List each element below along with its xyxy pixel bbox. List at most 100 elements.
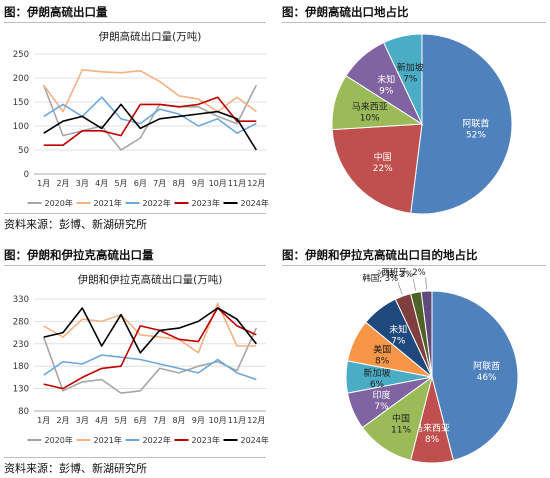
chart-iran-iraq-exports: 伊朗和伊拉克高硫出口量(万吨) 80 130 180 230 280 330 1月 2月 3月 4月… <box>13 273 269 445</box>
pie-label: 韩国, 3% <box>362 273 398 284</box>
pie-label: 未知 <box>377 73 395 85</box>
series-line <box>43 307 257 390</box>
leader-line <box>425 277 427 290</box>
x-tick-label: 11月 <box>228 179 246 188</box>
leader-line <box>412 278 416 291</box>
caption-iran-hsfo-exports: 图：伊朗高硫出口量 <box>4 5 108 19</box>
pie-value-label: 9% <box>379 86 394 96</box>
x-tick-label: 1月 <box>37 179 50 188</box>
pie-label: 马来西亚 <box>352 102 388 113</box>
y-tick-label: 200 <box>13 74 29 84</box>
x-tick-label: 8月 <box>172 179 185 188</box>
chart-title: 伊朗和伊拉克高硫出口量(万吨) <box>78 273 223 286</box>
x-tick-label: 7月 <box>153 179 166 188</box>
pie-label: 沙特, 2% <box>377 269 413 280</box>
caption-rule <box>4 265 266 266</box>
pie-value-label: 6% <box>370 380 385 390</box>
y-tick-label: 250 <box>13 50 29 60</box>
caption-iran-iraq-exports: 图：伊朗和伊拉克高硫出口量 <box>4 248 154 262</box>
pie-label: 西班牙, 2% <box>381 267 425 278</box>
y-tick-label: 150 <box>13 98 29 108</box>
pie-slice <box>410 33 513 214</box>
y-tick-label: 50 <box>18 146 29 156</box>
legend-label: 2020年 <box>45 435 73 445</box>
pie-value-label: 46% <box>477 373 497 383</box>
legend-label: 2021年 <box>94 435 122 445</box>
pie-slice <box>331 123 423 214</box>
series-line <box>43 354 257 381</box>
x-tick-label: 3月 <box>76 179 89 188</box>
source-rule <box>4 457 266 458</box>
pie-label: 新加坡 <box>363 367 390 379</box>
legend-label: 2023年 <box>192 198 220 208</box>
x-tick-label: 12月 <box>247 416 265 425</box>
x-tick-label: 2月 <box>56 179 69 188</box>
source-note: 资料来源：彭博、新湖研究所 <box>4 462 147 475</box>
series-line <box>43 96 257 134</box>
pie-label: 马来西亚 <box>414 423 450 434</box>
x-tick-label: 6月 <box>134 179 147 188</box>
pie-label: 阿联酋 <box>462 117 489 129</box>
y-tick-label: 180 <box>13 362 29 372</box>
x-tick-label: 7月 <box>153 416 166 425</box>
y-tick-label: 280 <box>13 317 29 327</box>
y-tick-label: 330 <box>13 295 29 305</box>
pie-label: 新加坡 <box>397 61 424 73</box>
y-tick-label: 100 <box>13 122 29 132</box>
pie-value-label: 8% <box>425 435 440 445</box>
x-tick-label: 8月 <box>172 416 185 425</box>
pie-value-label: 11% <box>391 426 411 436</box>
pie-value-label: 22% <box>373 164 393 174</box>
series-line <box>42 84 258 151</box>
pie-slice <box>420 290 433 378</box>
x-tick-label: 6月 <box>134 416 147 425</box>
y-tick-label: 130 <box>13 385 29 395</box>
x-tick-label: 9月 <box>192 416 205 425</box>
pie-label: 中国 <box>392 413 410 425</box>
x-tick-label: 11月 <box>228 416 246 425</box>
legend-label: 2020年 <box>45 198 73 208</box>
pie-label: 印度 <box>372 389 390 401</box>
pie-value-label: 10% <box>360 114 380 124</box>
caption-rule <box>282 22 546 23</box>
x-tick-label: 5月 <box>114 416 127 425</box>
pie-label: 阿联酋 <box>473 360 500 372</box>
x-tick-label: 3月 <box>76 416 89 425</box>
pie-value-label: 8% <box>375 357 390 367</box>
pie-slice <box>431 290 519 461</box>
leader-line <box>397 282 403 295</box>
caption-rule <box>4 22 266 23</box>
legend-label: 2022年 <box>143 435 171 445</box>
chart-title: 伊朗高硫出口量(万吨) <box>99 30 202 43</box>
x-tick-label: 12月 <box>247 179 265 188</box>
legend-label: 2023年 <box>192 435 220 445</box>
pie-label: 中国 <box>374 151 392 163</box>
source-rule <box>4 213 266 214</box>
pie-slice <box>383 33 423 125</box>
x-tick-label: 1月 <box>37 416 50 425</box>
y-tick-label: 230 <box>13 340 29 350</box>
x-tick-label: 10月 <box>209 179 227 188</box>
pie-value-label: 7% <box>374 402 389 412</box>
source-note: 资料来源：彭博、新湖研究所 <box>4 218 147 231</box>
series-line <box>42 327 258 394</box>
x-tick-label: 4月 <box>95 179 108 188</box>
caption-iran-destinations: 图：伊朗高硫出口地占比 <box>282 5 409 19</box>
legend-label: 2024年 <box>241 435 269 445</box>
pie-label: 美国 <box>373 344 391 356</box>
legend-label: 2024年 <box>241 198 269 208</box>
pie-label: 未知 <box>389 324 407 336</box>
series-line <box>43 96 257 146</box>
series-line <box>43 307 257 354</box>
x-tick-label: 9月 <box>192 179 205 188</box>
caption-iran-iraq-destinations: 图：伊朗和伊拉克高硫出口目的地占比 <box>282 248 478 262</box>
y-tick-label: 0 <box>24 170 29 180</box>
x-tick-label: 10月 <box>209 416 227 425</box>
x-tick-label: 4月 <box>95 416 108 425</box>
legend-label: 2022年 <box>143 198 171 208</box>
y-tick-label: 80 <box>18 407 29 417</box>
chart-iran-hsfo-exports: 伊朗高硫出口量(万吨) 0 50 100 150 200 250 1月 2月 3月 4月 5月 6月 7月… <box>13 30 269 208</box>
series-line <box>43 103 257 151</box>
